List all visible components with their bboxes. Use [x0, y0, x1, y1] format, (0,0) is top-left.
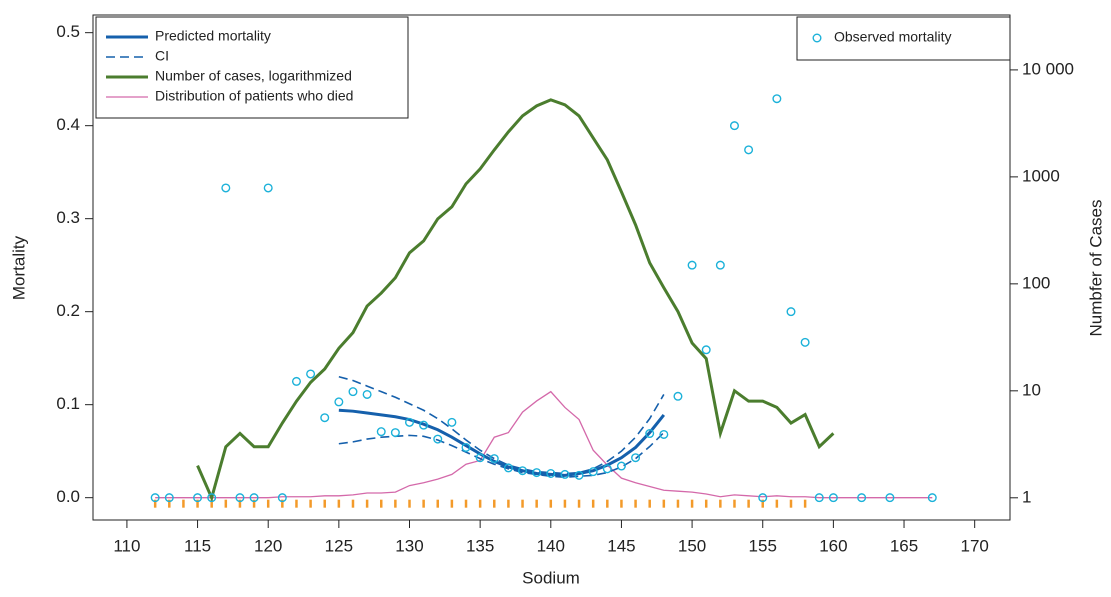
x-tick-label: 155: [749, 536, 777, 555]
legend-label: Observed mortality: [834, 29, 951, 45]
observed-point: [376, 427, 386, 437]
observed-point: [419, 420, 429, 430]
observed-point: [263, 183, 273, 193]
x-tick-label: 115: [184, 536, 211, 555]
x-tick-label: 160: [819, 536, 847, 555]
y-tick-label: 0.5: [56, 22, 80, 41]
y-tick-label: 0.0: [56, 487, 80, 506]
observed-point: [560, 469, 570, 479]
observed-point: [744, 145, 754, 155]
observed-point: [447, 417, 457, 427]
legend-marker: [812, 33, 822, 43]
observed-point: [489, 454, 499, 464]
observed-point: [164, 493, 174, 503]
observed-point: [631, 453, 641, 463]
observed-point: [207, 493, 217, 503]
observed-point: [687, 260, 697, 270]
legend-box: [95, 16, 409, 119]
observed-point: [221, 183, 231, 193]
observed-point: [800, 337, 810, 347]
observed-point: [404, 417, 414, 427]
observed-point: [645, 429, 655, 439]
observed-point: [362, 389, 372, 399]
series-line: [338, 376, 665, 475]
observed-point: [588, 467, 598, 477]
y2-tick-label: 10 000: [1022, 59, 1074, 78]
legend: Observed mortality: [796, 16, 1011, 61]
series-line: [155, 390, 933, 499]
observed-point: [348, 387, 358, 397]
x-tick-label: 140: [537, 536, 565, 555]
observed-point: [772, 94, 782, 104]
observed-point: [150, 493, 160, 503]
observed-point: [320, 413, 330, 423]
series-line: [338, 408, 666, 477]
x-tick-label: 145: [607, 536, 635, 555]
y2-axis-label: Numbfer of Cases: [1086, 200, 1105, 337]
observed-point: [786, 307, 796, 317]
observed-point: [927, 493, 937, 503]
legend: Predicted mortality CI Number of cases, lo…: [95, 16, 409, 119]
observed-point: [701, 345, 711, 355]
x-tick-label: 165: [890, 536, 918, 555]
observed-point: [518, 466, 528, 476]
y2-tick-label: 1: [1022, 487, 1031, 506]
y-axis-label: Mortality: [9, 235, 28, 300]
observed-point: [475, 453, 485, 463]
legend-box: [796, 16, 1011, 61]
x-tick-label: 125: [325, 536, 353, 555]
x-axis-label: Sodium: [522, 568, 580, 587]
observed-point: [249, 493, 259, 503]
observed-point: [433, 434, 443, 444]
observed-point: [503, 463, 513, 473]
series-line: [338, 432, 665, 479]
observed-point: [659, 429, 669, 439]
y2-tick-label: 10: [1022, 380, 1041, 399]
observed-point: [729, 121, 739, 131]
observed-point: [673, 391, 683, 401]
observed-point: [532, 468, 542, 478]
legend-label: CI: [155, 48, 169, 64]
x-tick-label: 150: [678, 536, 706, 555]
observed-point: [291, 376, 301, 386]
observed-point: [193, 493, 203, 503]
x-tick-label: 170: [960, 536, 988, 555]
observed-point: [814, 493, 824, 503]
observed-point: [546, 468, 556, 478]
plot-frame: [92, 14, 1011, 521]
observed-point: [857, 493, 867, 503]
observed-point: [277, 493, 287, 503]
legend-label: Number of cases, logarithmized: [155, 68, 352, 84]
legend-label: Distribution of patients who died: [155, 88, 353, 104]
x-tick-label: 110: [113, 536, 140, 555]
observed-point: [235, 493, 245, 503]
observed-point: [828, 493, 838, 503]
y-tick-label: 0.2: [56, 301, 80, 320]
y-tick-label: 0.4: [56, 115, 80, 134]
y2-tick-label: 100: [1022, 273, 1050, 292]
x-tick-label: 120: [254, 536, 282, 555]
observed-point: [390, 428, 400, 438]
y2-tick-label: 1000: [1022, 166, 1060, 185]
x-tick-label: 135: [466, 536, 494, 555]
observed-point: [885, 493, 895, 503]
series-line: [196, 98, 835, 503]
observed-point: [715, 260, 725, 270]
observed-point: [334, 397, 344, 407]
observed-point: [306, 369, 316, 379]
x-tick-label: 130: [395, 536, 423, 555]
y-tick-label: 0.3: [56, 208, 80, 227]
observed-point: [758, 493, 768, 503]
observed-point: [461, 442, 471, 452]
observed-point: [574, 470, 584, 480]
legend-label: Predicted mortality: [155, 28, 271, 44]
observed-point: [602, 464, 612, 474]
observed-point: [616, 461, 626, 471]
y-tick-label: 0.1: [56, 394, 80, 413]
